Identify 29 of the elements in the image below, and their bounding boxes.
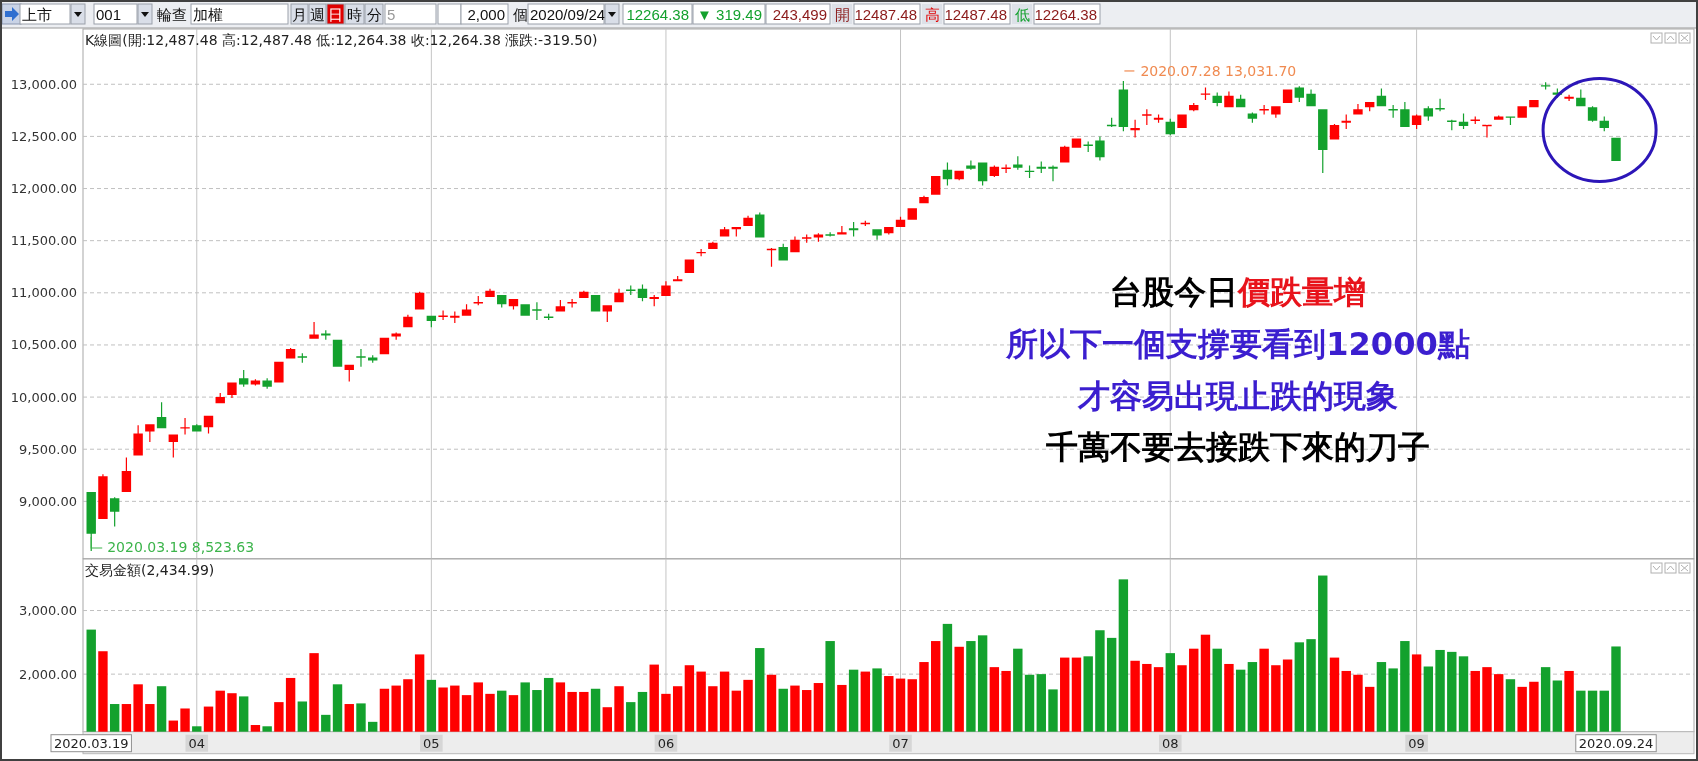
text: 243,499 bbox=[772, 6, 827, 23]
y-tick-label: 12,000.00 bbox=[10, 181, 77, 197]
y-tick-label: 10,500.00 bbox=[10, 337, 77, 353]
text: 001 bbox=[96, 6, 122, 23]
chart-title: 交易金額(2,434.99) bbox=[85, 562, 215, 578]
chart-title: K線圖(開:12,487.48 高:12,487.48 低:12,264.38 收:12,264.38 漲跌:-319.50) bbox=[85, 32, 598, 48]
text: 個 bbox=[513, 6, 528, 23]
y-tick-label: 3,000.00 bbox=[19, 603, 77, 619]
annotation: 2020.07.28 13,031.70 bbox=[1140, 62, 1297, 79]
annotation: 台股今日 bbox=[1110, 273, 1238, 311]
y-tick-label: 13,000.00 bbox=[10, 76, 77, 92]
text: ▼ 319.49 bbox=[697, 6, 762, 23]
y-tick-label: 9,000.00 bbox=[19, 493, 77, 509]
y-tick-label: 2,000.00 bbox=[19, 666, 77, 682]
annotation: 才容易出現止跌的現象 bbox=[1077, 377, 1398, 415]
y-tick-label: 10,000.00 bbox=[10, 389, 77, 405]
annotation: 價跌量增 bbox=[1237, 273, 1366, 311]
y-tick-label: 9,500.00 bbox=[19, 441, 77, 457]
y-tick-label: 11,500.00 bbox=[10, 233, 77, 249]
y-tick-label: 12,500.00 bbox=[10, 128, 77, 144]
annotation: 2020.03.19 8,523.63 bbox=[107, 539, 255, 556]
text: 加權 bbox=[193, 6, 223, 23]
annotation: 千萬不要去接跌下來的刀子 bbox=[1045, 428, 1430, 466]
text: 5 bbox=[387, 6, 396, 23]
text: 輪查 bbox=[157, 6, 187, 23]
y-tick-label: 11,000.00 bbox=[10, 285, 77, 301]
text: 2,000 bbox=[467, 6, 505, 23]
text: 上市 bbox=[22, 6, 52, 23]
annotation: 所以下一個支撐要看到12000點 bbox=[1005, 325, 1470, 363]
